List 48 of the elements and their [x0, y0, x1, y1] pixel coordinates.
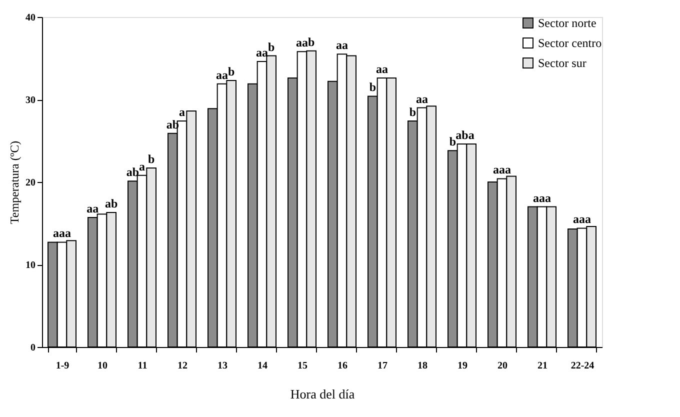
data-label: b: [449, 134, 456, 149]
y-tick-label: 40: [26, 12, 36, 24]
legend-label: Sector norte: [538, 16, 596, 30]
data-label: aa: [376, 62, 388, 76]
data-label: b: [308, 34, 315, 49]
data-label: aaa: [533, 190, 551, 205]
x-tick-label: 10: [98, 360, 108, 372]
data-label: b: [409, 104, 416, 119]
data-label: aa: [296, 36, 308, 50]
x-tick-label: 16: [338, 360, 348, 372]
data-label: aaa: [573, 212, 591, 226]
y-tick-label: 30: [26, 95, 36, 106]
data-label: ab: [456, 128, 469, 142]
data-label: ab: [126, 165, 140, 180]
data-label: b: [148, 152, 155, 166]
x-tick-label: 19: [458, 360, 468, 372]
data-label: b: [228, 64, 235, 79]
data-label: a: [139, 159, 145, 174]
data-label: aa: [256, 46, 268, 60]
x-tick-label: 11: [138, 360, 148, 372]
x-axis-title: Hora del día: [290, 386, 355, 402]
y-axis-title: Temperatura (ºC): [8, 140, 22, 224]
x-tick-label: 1-9: [56, 360, 70, 372]
x-tick-label: 21: [538, 360, 548, 372]
data-label: b: [369, 80, 376, 94]
y-tick-label: 20: [26, 178, 36, 188]
data-label: aaa: [53, 226, 71, 240]
x-tick-label: 17: [378, 360, 388, 372]
legend-label: Sector centro: [538, 36, 602, 50]
data-label: aa: [336, 38, 348, 52]
data-label: aa: [416, 92, 428, 106]
x-tick-label: 20: [498, 360, 508, 372]
legend-label: Sector sur: [538, 56, 586, 70]
x-tick-label: 14: [258, 360, 268, 372]
x-tick-label: 18: [418, 360, 428, 372]
x-tick-label: 22-24: [570, 360, 594, 372]
data-label: aa: [86, 201, 99, 216]
y-tick-label: 10: [26, 260, 36, 271]
data-label: aa: [216, 68, 228, 82]
x-tick-label: 12: [178, 360, 188, 372]
data-label: ab: [104, 196, 118, 211]
data-label: a: [468, 128, 474, 142]
x-tick-label: 13: [218, 360, 228, 372]
y-tick-label: 0: [30, 342, 36, 354]
x-tick-label: 15: [298, 360, 308, 372]
data-label: a: [179, 104, 185, 119]
data-label: b: [268, 40, 275, 54]
data-label: aaa: [493, 162, 511, 177]
